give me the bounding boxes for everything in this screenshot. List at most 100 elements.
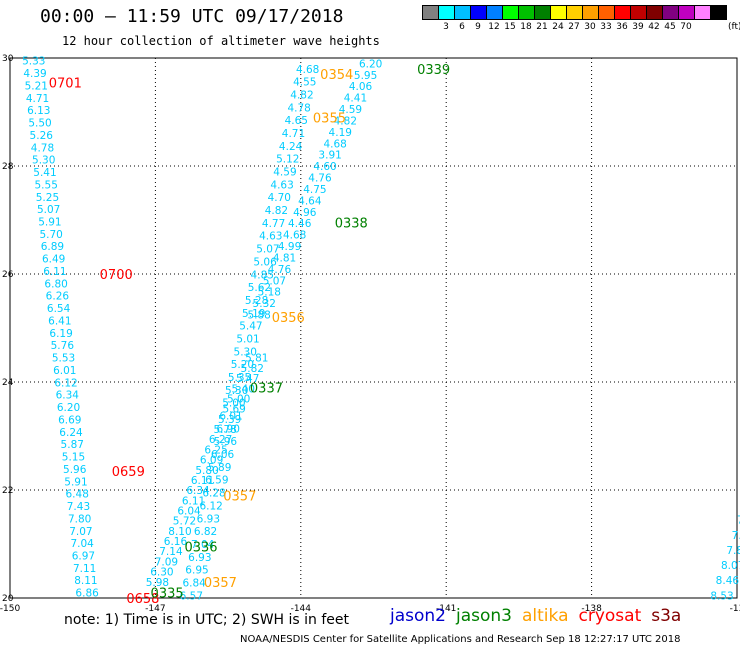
wave-height-point: 4.68 (296, 64, 319, 76)
wave-height-point: 5.40 (232, 383, 255, 395)
wave-height-point: 6.26 (46, 291, 70, 303)
wave-height-point: 5.91 (64, 476, 87, 488)
y-tick-label: 20 (2, 594, 14, 604)
wave-height-point: 7.43 (67, 501, 90, 513)
pass-time-label: 0356 (272, 311, 305, 326)
wave-height-point: 5.21 (25, 80, 48, 92)
wave-height-point: 4.78 (287, 102, 310, 114)
wave-height-point: 4.99 (278, 241, 301, 253)
wave-height-point: 5.19 (242, 308, 265, 320)
wave-height-point: 5.80 (195, 465, 218, 477)
wave-height-point: 4.63 (259, 231, 282, 243)
wave-height-point: 6.27 (209, 434, 232, 446)
legend-entry-altika: altika (522, 606, 569, 626)
wave-height-point: 3.91 (318, 150, 341, 162)
pass-time-label: 0335 (151, 587, 184, 602)
wave-height-point: 6.06 (211, 449, 235, 461)
color-scale-label: 27 (568, 22, 580, 32)
footer-note: note: 1) Time is in UTC; 2) SWH is in fe… (64, 612, 350, 628)
y-tick-label: 26 (2, 270, 14, 280)
wave-height-point: 5.50 (28, 118, 51, 130)
wave-height-point: 7.62 (732, 530, 740, 542)
wave-height-point: 4.82 (334, 115, 357, 127)
wave-height-point: 5.87 (61, 439, 84, 451)
legend-entry-s3a: s3a (651, 606, 682, 626)
wave-height-point: 6.49 (42, 254, 65, 266)
x-tick-label: -138 (581, 604, 602, 614)
wave-height-point: 5.26 (30, 130, 54, 142)
wave-height-point: 6.80 (44, 278, 67, 290)
wave-height-point: 8.46 (716, 575, 740, 587)
wave-height-point: 6.34 (56, 390, 80, 402)
wave-height-point: 6.11 (191, 475, 214, 487)
x-tick-label: -144 (291, 604, 312, 614)
wave-height-point: 4.76 (268, 264, 292, 276)
wave-height-point: 5.28 (245, 295, 268, 307)
y-tick-label: 22 (2, 486, 13, 496)
wave-height-point: 4.70 (268, 192, 291, 204)
wave-height-point: 5.62 (248, 282, 271, 294)
legend-entry-cryosat: cryosat (578, 606, 642, 626)
wave-height-point: 6.11 (182, 495, 205, 507)
wave-height-point: 5.07 (263, 275, 286, 287)
wave-height-point: 7.14 (159, 546, 183, 558)
wave-height-point: 5.82 (241, 363, 264, 375)
wave-height-point: 4.77 (262, 218, 285, 230)
wave-height-point: 6.25 (204, 444, 227, 456)
wave-height-point: 5.78 (213, 424, 236, 436)
wave-height-point: 7.88 (726, 545, 740, 557)
wave-height-point: 4.71 (26, 93, 49, 105)
pass-time-label: 0355 (313, 111, 346, 126)
color-scale-label: 39 (632, 22, 644, 32)
pass-time-label: 0701 (49, 76, 82, 91)
x-tick-label: -147 (145, 604, 165, 614)
wave-height-point: 5.30 (234, 346, 257, 358)
wave-height-point: 4.59 (339, 104, 362, 116)
wave-height-point: 6.24 (59, 427, 83, 439)
wave-height-point: 4.82 (290, 89, 313, 101)
wave-height-point: 5.41 (33, 167, 56, 179)
wave-height-point: 6.01 (53, 365, 76, 377)
wave-height-point: 6.28 (202, 488, 225, 500)
legend-entry-jason3: jason3 (456, 606, 512, 626)
wave-height-point: 4.06 (349, 81, 373, 93)
wave-height-point: 6.93 (188, 552, 211, 564)
wave-height-point: 5.39 (218, 414, 241, 426)
wave-height-point: 8.10 (168, 526, 191, 538)
wave-height-point: 6.30 (150, 567, 173, 579)
wave-height-point: 6.82 (194, 526, 217, 538)
wave-height-point: 4.55 (293, 77, 316, 89)
color-scale-label: 42 (648, 22, 660, 32)
pass-time-label: 0700 (100, 268, 133, 283)
wave-height-point: 6.59 (205, 475, 228, 487)
wave-height-point: 6.16 (164, 536, 188, 548)
wave-height-point: 5.91 (38, 217, 61, 229)
wave-height-point: 5.88 (247, 310, 270, 322)
wave-height-point: 4.71 (282, 128, 305, 140)
wave-height-point: 6.13 (27, 105, 50, 117)
legend-entry-jason2: jason2 (390, 606, 446, 626)
wave-height-point: 5.89 (208, 462, 231, 474)
pass-time-label: 0357 (223, 489, 256, 504)
wave-height-point: 5.98 (146, 577, 169, 589)
wave-height-point: 5.32 (253, 298, 276, 310)
wave-height-point: 5.30 (225, 385, 248, 397)
wave-height-point: 5.07 (37, 204, 60, 216)
wave-height-point: 5.81 (245, 353, 268, 365)
color-scale-label: 6 (459, 22, 465, 32)
wave-height-point: 5.20 (231, 359, 254, 371)
plot-frame (9, 57, 738, 599)
wave-height-point: 4.59 (273, 167, 296, 179)
wave-height-point: 5.96 (214, 436, 238, 448)
color-scale-swatch (710, 5, 727, 20)
wave-height-point: 6.54 (47, 303, 71, 315)
wave-height-point: 6.93 (197, 513, 220, 525)
satellite-legend: jason2 jason3 altika cryosat s3a (390, 606, 691, 626)
x-tick-label: -13 (730, 604, 740, 614)
footer-credit: NOAA/NESDIS Center for Satellite Applica… (240, 634, 681, 645)
wave-height-point: 4.68 (283, 230, 306, 242)
wave-height-point: 7.04 (70, 538, 94, 550)
wave-height-point: 5.70 (39, 229, 62, 241)
wave-height-point: 6.89 (41, 241, 64, 253)
wave-height-point: 6.86 (75, 588, 99, 600)
